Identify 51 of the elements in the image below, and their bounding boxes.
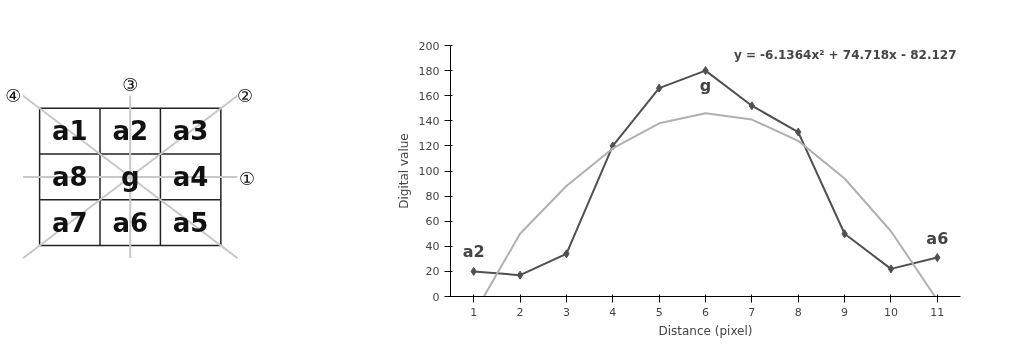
text: ① <box>239 167 256 189</box>
point <box>887 264 895 274</box>
x-tick-label: 2 <box>516 305 524 319</box>
y-tick-label: 40 <box>425 240 440 254</box>
y-tick-label: 100 <box>418 165 440 178</box>
text: a8 <box>51 161 88 192</box>
y-tick-label: 180 <box>418 64 440 78</box>
point <box>655 83 663 93</box>
y-tick-label: 20 <box>425 265 440 279</box>
point <box>934 253 941 263</box>
point <box>470 266 477 276</box>
point <box>795 127 802 137</box>
x-tick-label: 3 <box>562 305 570 319</box>
x-tick-label: 5 <box>655 305 663 319</box>
x-tick-label: 8 <box>794 305 802 319</box>
point <box>748 101 756 111</box>
text: g <box>120 161 140 192</box>
y-tick-label: 120 <box>418 139 440 153</box>
x-tick-label: 1 <box>470 305 478 319</box>
x-tick-label: 9 <box>841 305 849 319</box>
x-tick-label: 4 <box>609 305 617 319</box>
text: ④ <box>5 85 22 107</box>
y-tick-label: 140 <box>418 114 440 128</box>
point <box>563 249 570 259</box>
x-tick-label: 7 <box>748 305 756 319</box>
annotation: y = -6.1364x² + 74.718x - 82.127 <box>733 47 957 62</box>
text: a2 <box>112 116 149 147</box>
text: ② <box>237 85 254 107</box>
point <box>702 66 709 76</box>
y-tick-label: 200 <box>418 39 440 53</box>
x-axis-title: Distance (pixel) <box>658 323 753 338</box>
point <box>516 270 524 280</box>
x-tick-label: 11 <box>930 305 945 319</box>
y-tick-label: 0 <box>432 290 440 304</box>
text: ③ <box>122 74 139 96</box>
x-tick-label: 10 <box>883 305 898 319</box>
text: a7 <box>51 207 88 238</box>
text: a6 <box>112 207 149 238</box>
annotation: g <box>699 75 712 95</box>
annotation: a2 <box>462 242 485 262</box>
annotation: a6 <box>926 228 949 248</box>
point <box>841 229 848 239</box>
y-tick-label: 160 <box>418 89 440 103</box>
y-axis-title: Digital value <box>396 133 411 209</box>
x-tick-label: 6 <box>702 305 709 319</box>
y-tick-label: 80 <box>425 190 440 204</box>
text: a4 <box>172 161 209 192</box>
y-tick-label: 60 <box>425 215 440 229</box>
text: a3 <box>172 116 209 147</box>
text: a1 <box>51 116 88 147</box>
text: a5 <box>172 207 209 238</box>
